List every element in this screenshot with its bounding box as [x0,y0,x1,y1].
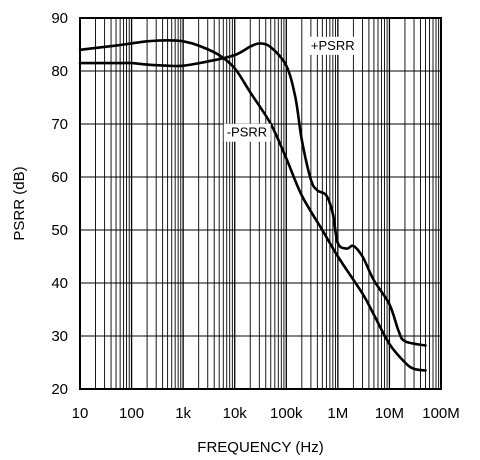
y-tick-label: 20 [51,381,68,398]
curve-annotations: +PSRR -PSRR [223,36,355,142]
data-curves [78,39,427,372]
y-axis-title: PSRR (dB) [11,166,28,240]
annotation-background [307,36,355,55]
x-tick-label: 1k [175,405,191,422]
x-tick-label: 100k [270,405,303,422]
x-tick-label: 100M [422,405,460,422]
curve-label: -PSRR [227,125,267,140]
y-tick-label: 70 [51,116,68,133]
grid [79,17,441,390]
y-tick-label: 30 [51,328,68,345]
x-tick-label: 10k [223,405,248,422]
y-tick-label: 90 [51,10,68,27]
x-tick-label: 1M [327,405,348,422]
series-line-psrr-pos [78,42,427,347]
y-tick-label: 80 [51,63,68,80]
tick-labels: 10 100 1k 10k 100k 1M 10M 100M 20 30 40 50 60 70 80 90 [51,10,459,422]
curve-label: +PSRR [311,38,355,53]
series-line-psrr-neg [78,39,427,372]
x-tick-label: 100 [119,405,144,422]
plot-frame [79,17,442,390]
y-tick-label: 60 [51,169,68,186]
y-tick-label: 40 [51,275,68,292]
x-axis-title: FREQUENCY (Hz) [197,439,323,456]
y-tick-label: 50 [51,222,68,239]
x-tick-label: 10M [375,405,404,422]
annotation-background [223,123,271,142]
x-tick-label: 10 [72,405,89,422]
